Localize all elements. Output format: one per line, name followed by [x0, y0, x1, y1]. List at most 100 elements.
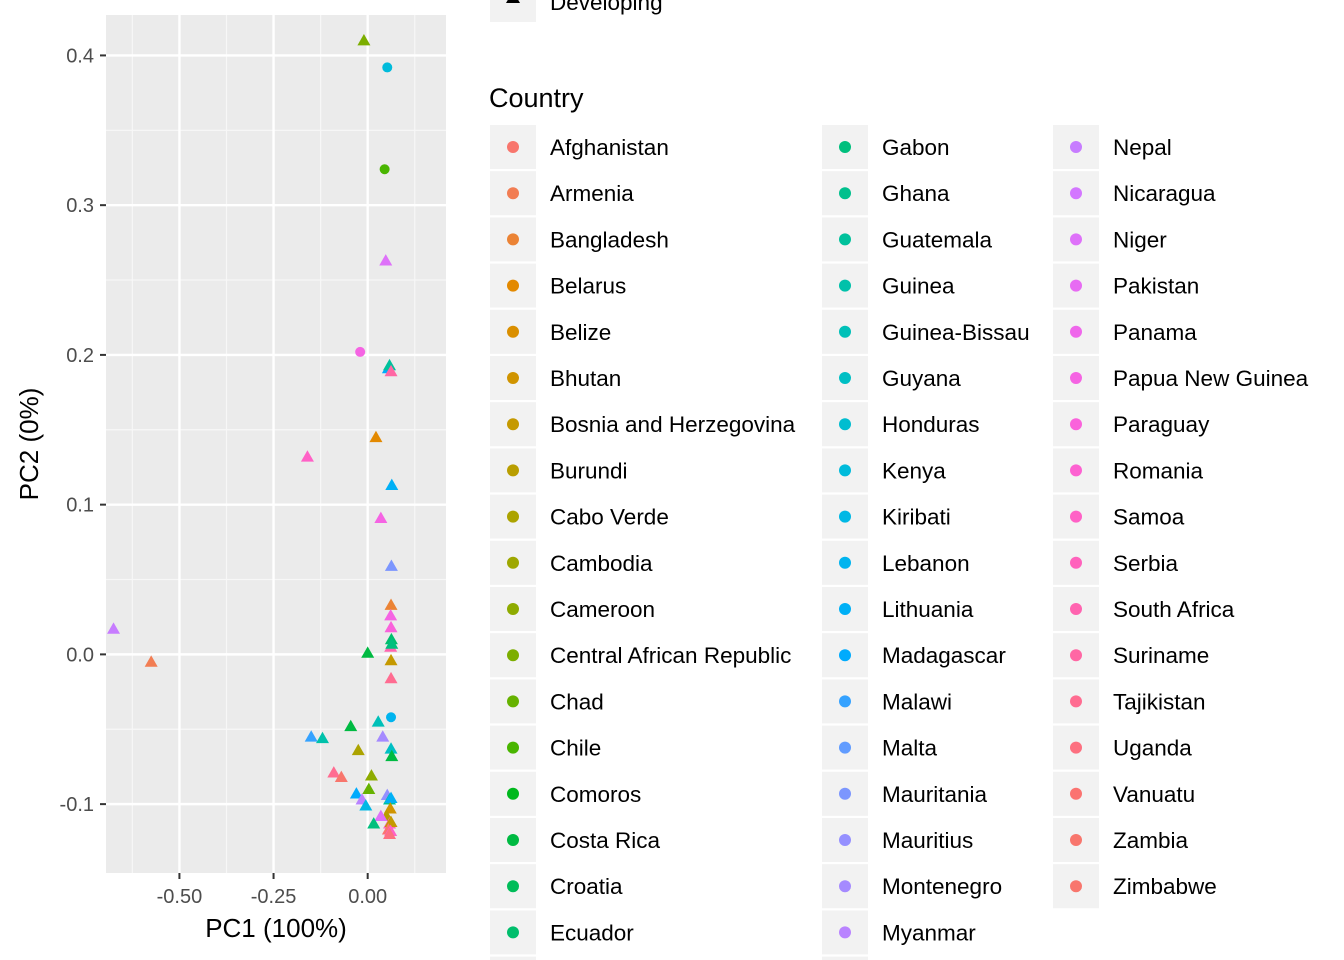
legend-label: Afghanistan	[550, 135, 669, 160]
legend-label: Kenya	[882, 458, 946, 483]
legend-label: Cameroon	[550, 597, 655, 622]
data-point-triangle	[384, 671, 398, 684]
legend-swatch	[1070, 649, 1082, 662]
data-point-triangle	[385, 637, 399, 649]
y-tick-label: 0.0	[66, 644, 94, 666]
legend-swatch	[1070, 372, 1082, 384]
legend-label: Malta	[882, 736, 938, 761]
legend-swatch	[1070, 325, 1082, 338]
legend-key	[822, 956, 868, 960]
legend-swatch	[507, 603, 519, 615]
triangle-symbol-icon	[506, 0, 520, 3]
legend-label: Kiribati	[882, 505, 951, 530]
legend-swatch	[839, 510, 851, 523]
data-point-triangle	[369, 430, 383, 443]
data-point-triangle	[384, 815, 398, 827]
legend-label: Malawi	[882, 689, 952, 714]
data-point-triangle	[361, 646, 375, 658]
legend-label: Cabo Verde	[550, 505, 669, 530]
legend-label: Pakistan	[1113, 274, 1199, 299]
legend-label: Honduras	[882, 412, 980, 437]
data-point-triangle	[384, 742, 398, 754]
legend-label: Zimbabwe	[1113, 874, 1217, 899]
legend-label: Cambodia	[550, 551, 653, 576]
data-point-triangle	[144, 655, 158, 667]
legend-swatch	[507, 141, 519, 153]
data-points	[107, 33, 399, 839]
legend-swatch	[507, 464, 519, 477]
data-point-triangle	[316, 731, 330, 744]
legend-swatch	[507, 325, 519, 338]
legend-swatch	[507, 926, 519, 939]
legend-label: Gabon	[882, 135, 950, 160]
panel-background	[106, 15, 446, 873]
legend-swatch	[839, 464, 851, 477]
data-point-triangle	[384, 791, 398, 804]
legend-label: Zambia	[1113, 828, 1189, 853]
data-point-circle	[382, 62, 393, 73]
legend-swatch	[1070, 834, 1082, 846]
legend-label: Belize	[550, 320, 611, 345]
legend-swatch	[1070, 141, 1082, 153]
data-point-circle	[355, 346, 366, 357]
y-tick-label: 0.1	[66, 495, 94, 517]
data-point-triangle	[384, 559, 398, 571]
data-point-triangle	[300, 450, 314, 462]
legend-label: South Africa	[1113, 597, 1235, 622]
legend-swatch	[507, 279, 519, 292]
legend-swatch	[839, 695, 851, 708]
legend-swatch	[1070, 556, 1082, 569]
legend-swatch	[507, 372, 519, 384]
legend-label: Ecuador	[550, 920, 634, 945]
legend-label: Suriname	[1113, 643, 1209, 668]
legend-label: Madagascar	[882, 643, 1006, 668]
legend-label: Comoros	[550, 782, 641, 807]
legend-label: Mauritius	[882, 828, 973, 853]
data-point-triangle	[371, 715, 385, 727]
legend-swatch	[507, 834, 519, 846]
data-point-triangle	[367, 817, 381, 829]
legend-label: Armenia	[550, 181, 634, 206]
legend-swatch	[1070, 787, 1082, 800]
data-point-triangle	[376, 730, 390, 742]
data-point-triangle	[351, 743, 365, 756]
data-point-triangle	[379, 254, 393, 266]
legend-swatch	[507, 556, 519, 569]
legend-label: Lithuania	[882, 597, 974, 622]
legend-swatch	[839, 649, 851, 662]
x-tick-label: -0.50	[157, 886, 203, 908]
color-legend: Afghanistan Armenia Bangladesh Belarus Beliz…	[490, 125, 1309, 960]
legend-swatch	[507, 510, 519, 523]
legend-label: Lebanon	[882, 551, 970, 576]
legend-label: Nepal	[1113, 135, 1172, 160]
data-point-triangle	[362, 782, 376, 795]
legend-swatch	[1070, 510, 1082, 523]
legend-swatch	[1070, 603, 1082, 615]
legend-label: Romania	[1113, 458, 1204, 483]
y-axis: -0.1 0.0 0.1 0.2 0.3 0.4	[60, 45, 106, 816]
data-point-triangle	[383, 827, 397, 839]
legend-label: Croatia	[550, 874, 623, 899]
data-point-triangle	[384, 608, 398, 621]
legend-label: Myanmar	[882, 920, 976, 945]
legend-label: Costa Rica	[550, 828, 661, 853]
legend-key	[490, 956, 536, 960]
x-tick-label: -0.25	[251, 886, 297, 908]
legend-swatch	[507, 649, 519, 662]
data-point-triangle	[385, 478, 399, 491]
legend-swatch	[1070, 880, 1082, 893]
legend-swatch	[839, 926, 851, 939]
y-tick-label: -0.1	[60, 794, 94, 816]
data-point-triangle	[344, 719, 358, 732]
legend-swatch	[839, 187, 851, 200]
legend-label: Nicaragua	[1113, 181, 1216, 206]
legend-swatch	[839, 834, 851, 846]
legend-label: Montenegro	[882, 874, 1002, 899]
y-tick-label: 0.3	[66, 195, 94, 217]
legend-label: Central African Republic	[550, 643, 791, 668]
data-point-circle	[386, 712, 397, 723]
legend-swatch	[1070, 233, 1082, 246]
data-point-triangle	[385, 749, 399, 762]
legend-swatch	[839, 556, 851, 569]
legend-swatch	[1070, 464, 1082, 477]
